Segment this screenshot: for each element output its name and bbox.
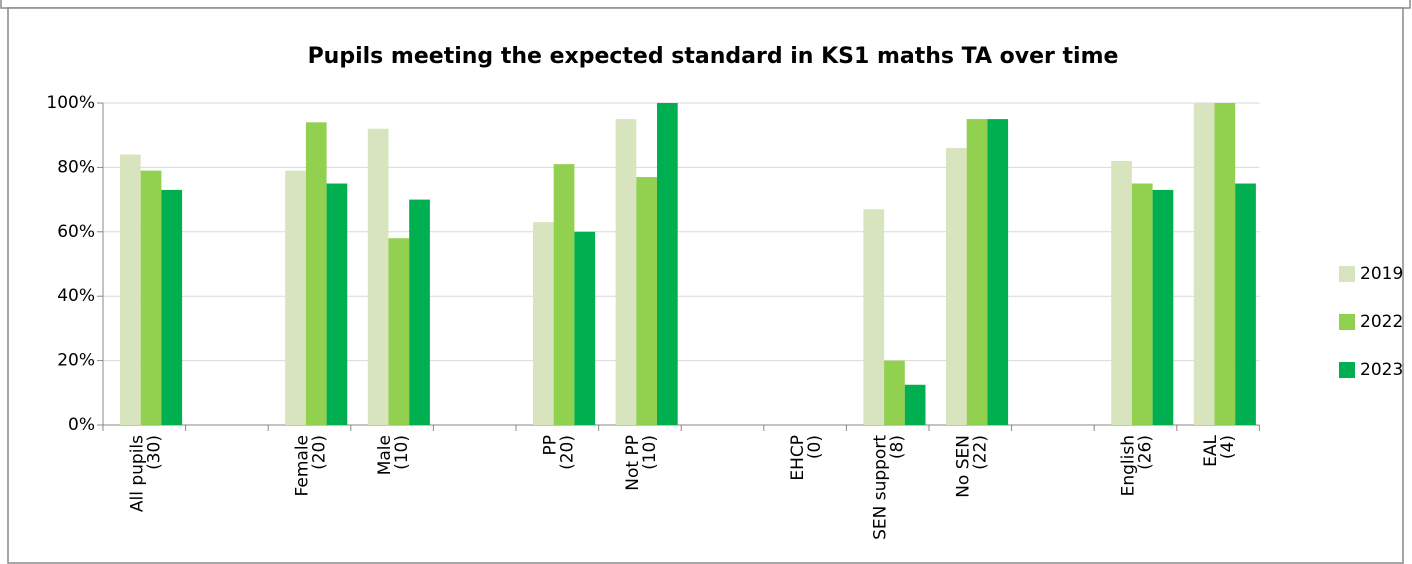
bar bbox=[1214, 103, 1236, 425]
bar bbox=[1193, 103, 1215, 425]
x-tick-label: Not PP bbox=[623, 435, 643, 491]
x-tick-label: PP bbox=[540, 435, 560, 456]
y-tick-label: 80% bbox=[57, 157, 95, 177]
x-tick-label: EAL bbox=[1201, 434, 1221, 466]
bar bbox=[904, 384, 926, 425]
chart-title: Pupils meeting the expected standard in … bbox=[308, 44, 1119, 69]
bar bbox=[161, 189, 183, 425]
x-tick-label: (20) bbox=[310, 435, 330, 470]
x-tick-label: (10) bbox=[392, 435, 412, 470]
legend-label: 2023 bbox=[1360, 360, 1403, 380]
outer-frame bbox=[0, 0, 1411, 9]
x-tick-label: (10) bbox=[640, 435, 660, 470]
x-tick-label: (4) bbox=[1218, 435, 1238, 459]
chart-frame bbox=[7, 7, 1404, 564]
bar bbox=[636, 177, 657, 425]
x-tick-label: (22) bbox=[970, 435, 990, 470]
x-tick-label: EHCP bbox=[788, 435, 808, 481]
bar bbox=[326, 183, 348, 425]
x-tick-label: (26) bbox=[1136, 435, 1156, 470]
legend-label: 2022 bbox=[1360, 312, 1403, 332]
x-tick-label: (30) bbox=[144, 435, 164, 470]
bar bbox=[657, 103, 678, 425]
legend-label: 2019 bbox=[1360, 264, 1403, 284]
x-tick-label: (8) bbox=[888, 435, 908, 459]
y-tick-label: 60% bbox=[57, 222, 95, 242]
bar bbox=[367, 128, 389, 425]
x-tick-label: English bbox=[1119, 435, 1139, 496]
bar bbox=[1111, 160, 1132, 425]
y-tick-label: 40% bbox=[57, 286, 95, 306]
bar bbox=[140, 170, 162, 425]
bar bbox=[1131, 183, 1153, 425]
legend-swatch bbox=[1339, 314, 1355, 330]
x-tick-label: All pupils bbox=[127, 435, 147, 512]
bar bbox=[615, 119, 637, 425]
bar bbox=[1152, 189, 1174, 425]
x-tick-label: Female bbox=[293, 435, 313, 496]
bar bbox=[533, 222, 554, 425]
x-tick-label: Male bbox=[375, 435, 395, 475]
legend-swatch bbox=[1339, 266, 1355, 282]
bar bbox=[946, 148, 967, 425]
bar bbox=[884, 360, 905, 425]
bar bbox=[987, 119, 1009, 425]
bar bbox=[388, 238, 410, 425]
bar bbox=[285, 170, 306, 425]
x-tick-label: No SEN bbox=[953, 435, 973, 498]
x-tick-label: SEN support bbox=[871, 435, 891, 540]
legend-swatch bbox=[1339, 362, 1355, 378]
bar bbox=[863, 209, 885, 425]
bar bbox=[1235, 183, 1256, 425]
bar bbox=[966, 119, 988, 425]
y-tick-label: 100% bbox=[46, 93, 95, 113]
x-tick-label: (20) bbox=[557, 435, 577, 470]
bar bbox=[574, 231, 596, 425]
y-tick-label: 0% bbox=[68, 415, 95, 435]
bar bbox=[305, 122, 327, 425]
bar bbox=[120, 154, 141, 425]
y-tick-label: 20% bbox=[57, 351, 95, 371]
x-tick-label: (0) bbox=[805, 435, 825, 459]
bar bbox=[553, 164, 575, 425]
bar bbox=[409, 199, 430, 425]
